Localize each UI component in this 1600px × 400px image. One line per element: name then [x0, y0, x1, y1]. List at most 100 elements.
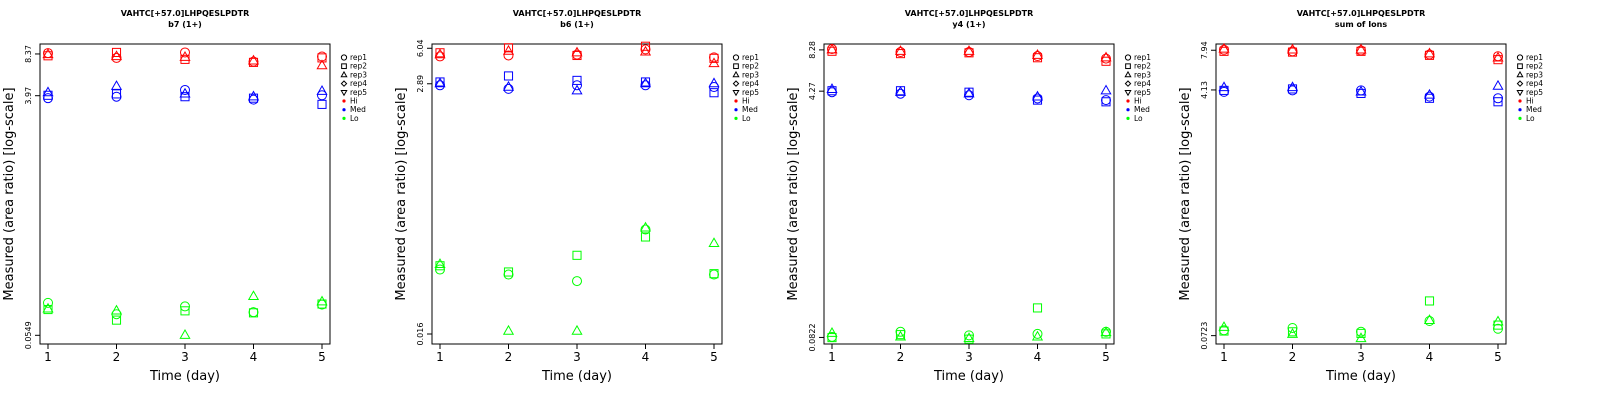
triangle-up-icon	[1124, 70, 1132, 78]
data-point-med-circle	[1493, 93, 1503, 104]
data-point-hi-triangle-up	[1218, 42, 1230, 53]
y-tick-label: 7.94	[1200, 41, 1209, 59]
x-tick-label: 3	[1357, 350, 1365, 364]
legend-label: rep2	[1526, 62, 1543, 71]
data-point-lo-triangle-up	[1100, 326, 1112, 337]
data-point-lo-triangle-up	[502, 324, 515, 335]
series-hi	[434, 41, 720, 68]
data-point-hi-square	[43, 51, 53, 61]
data-point-lo-triangle-up	[1218, 321, 1230, 331]
data-point-hi-triangle-up	[1355, 43, 1367, 54]
legend-label: Med	[350, 105, 366, 114]
series-hi	[826, 43, 1112, 66]
x-tick-label: 5	[1102, 350, 1110, 364]
data-point-med-triangle-up	[1286, 81, 1299, 92]
data-point-lo-square	[895, 330, 906, 340]
data-point-hi-square	[640, 41, 651, 51]
legend-label: Lo	[1134, 114, 1143, 123]
legend-label: rep1	[350, 53, 367, 62]
data-point-hi-triangle-up	[1100, 51, 1112, 62]
triangle-down-icon	[1124, 89, 1132, 97]
x-tick-label: 4	[1426, 350, 1434, 364]
legend-label: Med	[1134, 105, 1150, 114]
data-point-lo-square	[1424, 296, 1435, 306]
data-point-lo-triangle-up	[316, 295, 328, 306]
data-point-med-triangle-up	[502, 80, 515, 91]
triangle-down-icon	[732, 89, 740, 97]
x-tick-label: 2	[113, 350, 121, 364]
legend-label: rep2	[742, 62, 759, 71]
data-point-med-triangle-up	[1492, 79, 1504, 90]
x-axis-label: Time (day)	[149, 369, 220, 384]
data-point-lo-square	[964, 334, 974, 344]
chart-title: VAHTC[+57.0]LHPQESLPDTR	[1297, 9, 1426, 18]
data-point-lo-square	[827, 333, 837, 343]
dot-icon	[1126, 108, 1130, 112]
data-point-lo-circle	[1101, 326, 1111, 337]
data-point-hi-circle	[503, 50, 514, 61]
data-point-med-triangle-up	[571, 84, 583, 95]
data-point-med-square	[709, 88, 719, 98]
dot-icon	[1518, 99, 1522, 103]
y-axis-label: Measured (area ratio) [log-scale]	[2, 87, 17, 300]
data-point-med-circle	[435, 80, 445, 91]
data-point-hi-triangle-up	[1286, 43, 1299, 54]
data-point-lo-square	[709, 269, 719, 279]
y-axis-label: Measured (area ratio) [log-scale]	[1178, 87, 1193, 300]
data-point-med-square	[1493, 97, 1503, 107]
data-point-hi-triangle-up	[708, 57, 720, 68]
data-point-lo-square	[180, 306, 190, 316]
legend-label: Hi	[1134, 97, 1142, 106]
data-point-med-circle	[180, 84, 190, 95]
data-point-lo-square	[1032, 303, 1043, 313]
data-point-med-triangle-up	[894, 86, 907, 96]
circle-icon	[340, 54, 348, 61]
circle-icon	[1516, 54, 1524, 61]
dot-icon	[1518, 116, 1522, 120]
square-icon	[733, 63, 739, 70]
diamond-icon	[340, 80, 348, 87]
dot-icon	[734, 116, 738, 120]
data-point-lo-triangle-up	[434, 258, 446, 268]
y-tick-label: 6.04	[416, 39, 425, 57]
diamond-icon	[732, 80, 740, 87]
triangle-down-icon	[340, 89, 348, 97]
series-lo	[826, 303, 1112, 344]
data-point-med-triangle-up	[963, 87, 975, 98]
legend-label: rep1	[1134, 53, 1151, 62]
data-point-lo-circle	[640, 224, 651, 235]
data-point-hi-triangle-up	[247, 54, 260, 65]
dot-icon	[342, 116, 346, 120]
data-point-med-triangle-up	[316, 85, 328, 95]
data-point-med-square	[572, 75, 582, 85]
data-point-med-triangle-up	[826, 83, 838, 93]
data-point-hi-square	[111, 47, 122, 57]
data-point-med-circle	[640, 80, 651, 91]
data-point-lo-square	[640, 232, 651, 242]
data-point-med-square	[503, 71, 514, 81]
series-lo	[434, 221, 720, 335]
data-point-med-square	[317, 99, 327, 109]
y-tick-label: 0.016	[416, 323, 425, 346]
data-point-lo-triangle-up	[826, 327, 838, 337]
chart-title: VAHTC[+57.0]LHPQESLPDTR	[905, 9, 1034, 18]
data-point-lo-triangle-up	[639, 221, 652, 232]
legend-label: rep4	[1526, 79, 1543, 88]
x-tick-label: 1	[436, 350, 444, 364]
x-tick-label: 2	[1289, 350, 1297, 364]
data-point-hi-triangle-up	[434, 48, 446, 59]
x-tick-label: 3	[573, 350, 581, 364]
data-point-med-triangle-up	[434, 77, 446, 88]
y-tick-label: 8.28	[808, 41, 817, 59]
data-point-med-triangle-up	[1355, 85, 1367, 96]
data-point-lo-square	[1287, 327, 1298, 337]
legend-label: rep5	[1134, 88, 1151, 97]
data-point-med-triangle-up	[179, 87, 191, 98]
legend-label: rep1	[1526, 53, 1543, 62]
legend-label: rep5	[350, 88, 367, 97]
data-point-lo-triangle-up	[179, 329, 191, 339]
data-point-lo-triangle-up	[247, 290, 260, 301]
